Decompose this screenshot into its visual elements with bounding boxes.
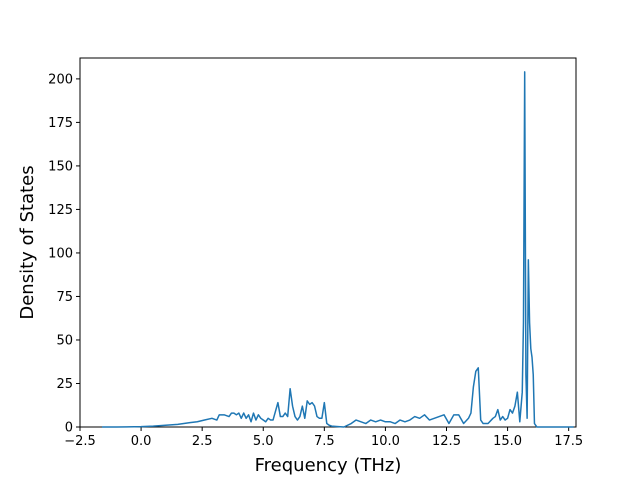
y-tick-label: 100 [48,246,73,261]
y-tick-label: 175 [48,116,73,131]
x-tick-label: 2.5 [192,434,213,449]
x-tick-label: 17.5 [554,434,583,449]
y-axis-label: Density of States [17,165,38,319]
x-tick-label: 0.0 [131,434,152,449]
x-tick-label: 10.0 [371,434,400,449]
x-tick-label: 15.0 [493,434,522,449]
y-tick-label: 125 [48,203,73,218]
y-tick-label: 150 [48,159,73,174]
y-tick-label: 0 [65,421,73,436]
plot-frame [79,57,577,428]
y-tick-label: 75 [56,290,73,305]
dos-series-line [101,71,574,428]
y-tick-label: 200 [48,72,73,87]
x-tick-label: −2.5 [64,434,96,449]
y-axis-ticks: 0 25 50 75 100 125 150 175 200 [48,72,80,436]
y-tick-label: 25 [56,377,73,392]
x-tick-label: 12.5 [432,434,461,449]
x-axis-label: Frequency (THz) [255,455,402,476]
x-tick-label: 5.0 [253,434,274,449]
y-tick-label: 50 [56,333,73,348]
x-tick-label: 7.5 [314,434,335,449]
